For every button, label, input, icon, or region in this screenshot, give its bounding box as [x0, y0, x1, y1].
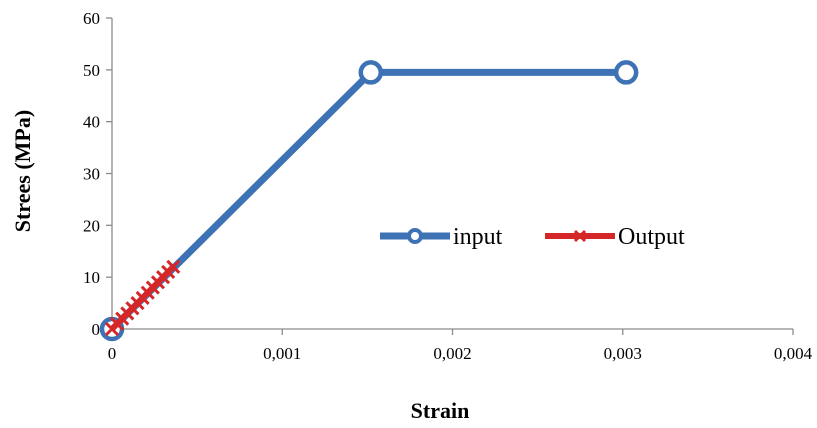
data-point-input [358, 60, 384, 85]
legend-label: input [453, 224, 503, 250]
legend-swatch-marker [573, 229, 587, 243]
x-axis-title: Strain [411, 398, 470, 423]
x-tick-label: 0,003 [604, 344, 642, 363]
x-tick-label: 0,002 [433, 344, 471, 363]
series-layer [99, 60, 639, 342]
data-point-output [166, 259, 181, 274]
data-point-input [613, 60, 639, 85]
y-tick-label: 40 [83, 113, 100, 132]
y-tick-label: 60 [83, 9, 100, 28]
axes-layer [111, 18, 793, 330]
y-tick-label: 0 [92, 320, 101, 339]
y-tick-label: 10 [83, 268, 100, 287]
x-tick-label: 0,004 [774, 344, 813, 363]
legend-item-output: Output [545, 224, 685, 250]
legend: input Output [380, 224, 685, 250]
y-axis-title: Strees (MPa) [10, 110, 35, 232]
series-line-input [109, 68, 627, 332]
y-tick-label: 30 [83, 165, 100, 184]
x-tick-label: 0,001 [263, 344, 301, 363]
x-tick-label: 0 [108, 344, 117, 363]
series-input [99, 60, 639, 342]
y-tick-label: 20 [83, 216, 100, 235]
legend-item-input: input [380, 224, 503, 250]
y-tick-label: 50 [83, 61, 100, 80]
legend-label: Output [618, 224, 685, 250]
ticks-layer: 0 10 20 30 40 50 60 0 0,001 0,002 0,003 0,004 [83, 9, 813, 363]
legend-swatch-marker [407, 228, 423, 244]
series-output [104, 259, 181, 337]
